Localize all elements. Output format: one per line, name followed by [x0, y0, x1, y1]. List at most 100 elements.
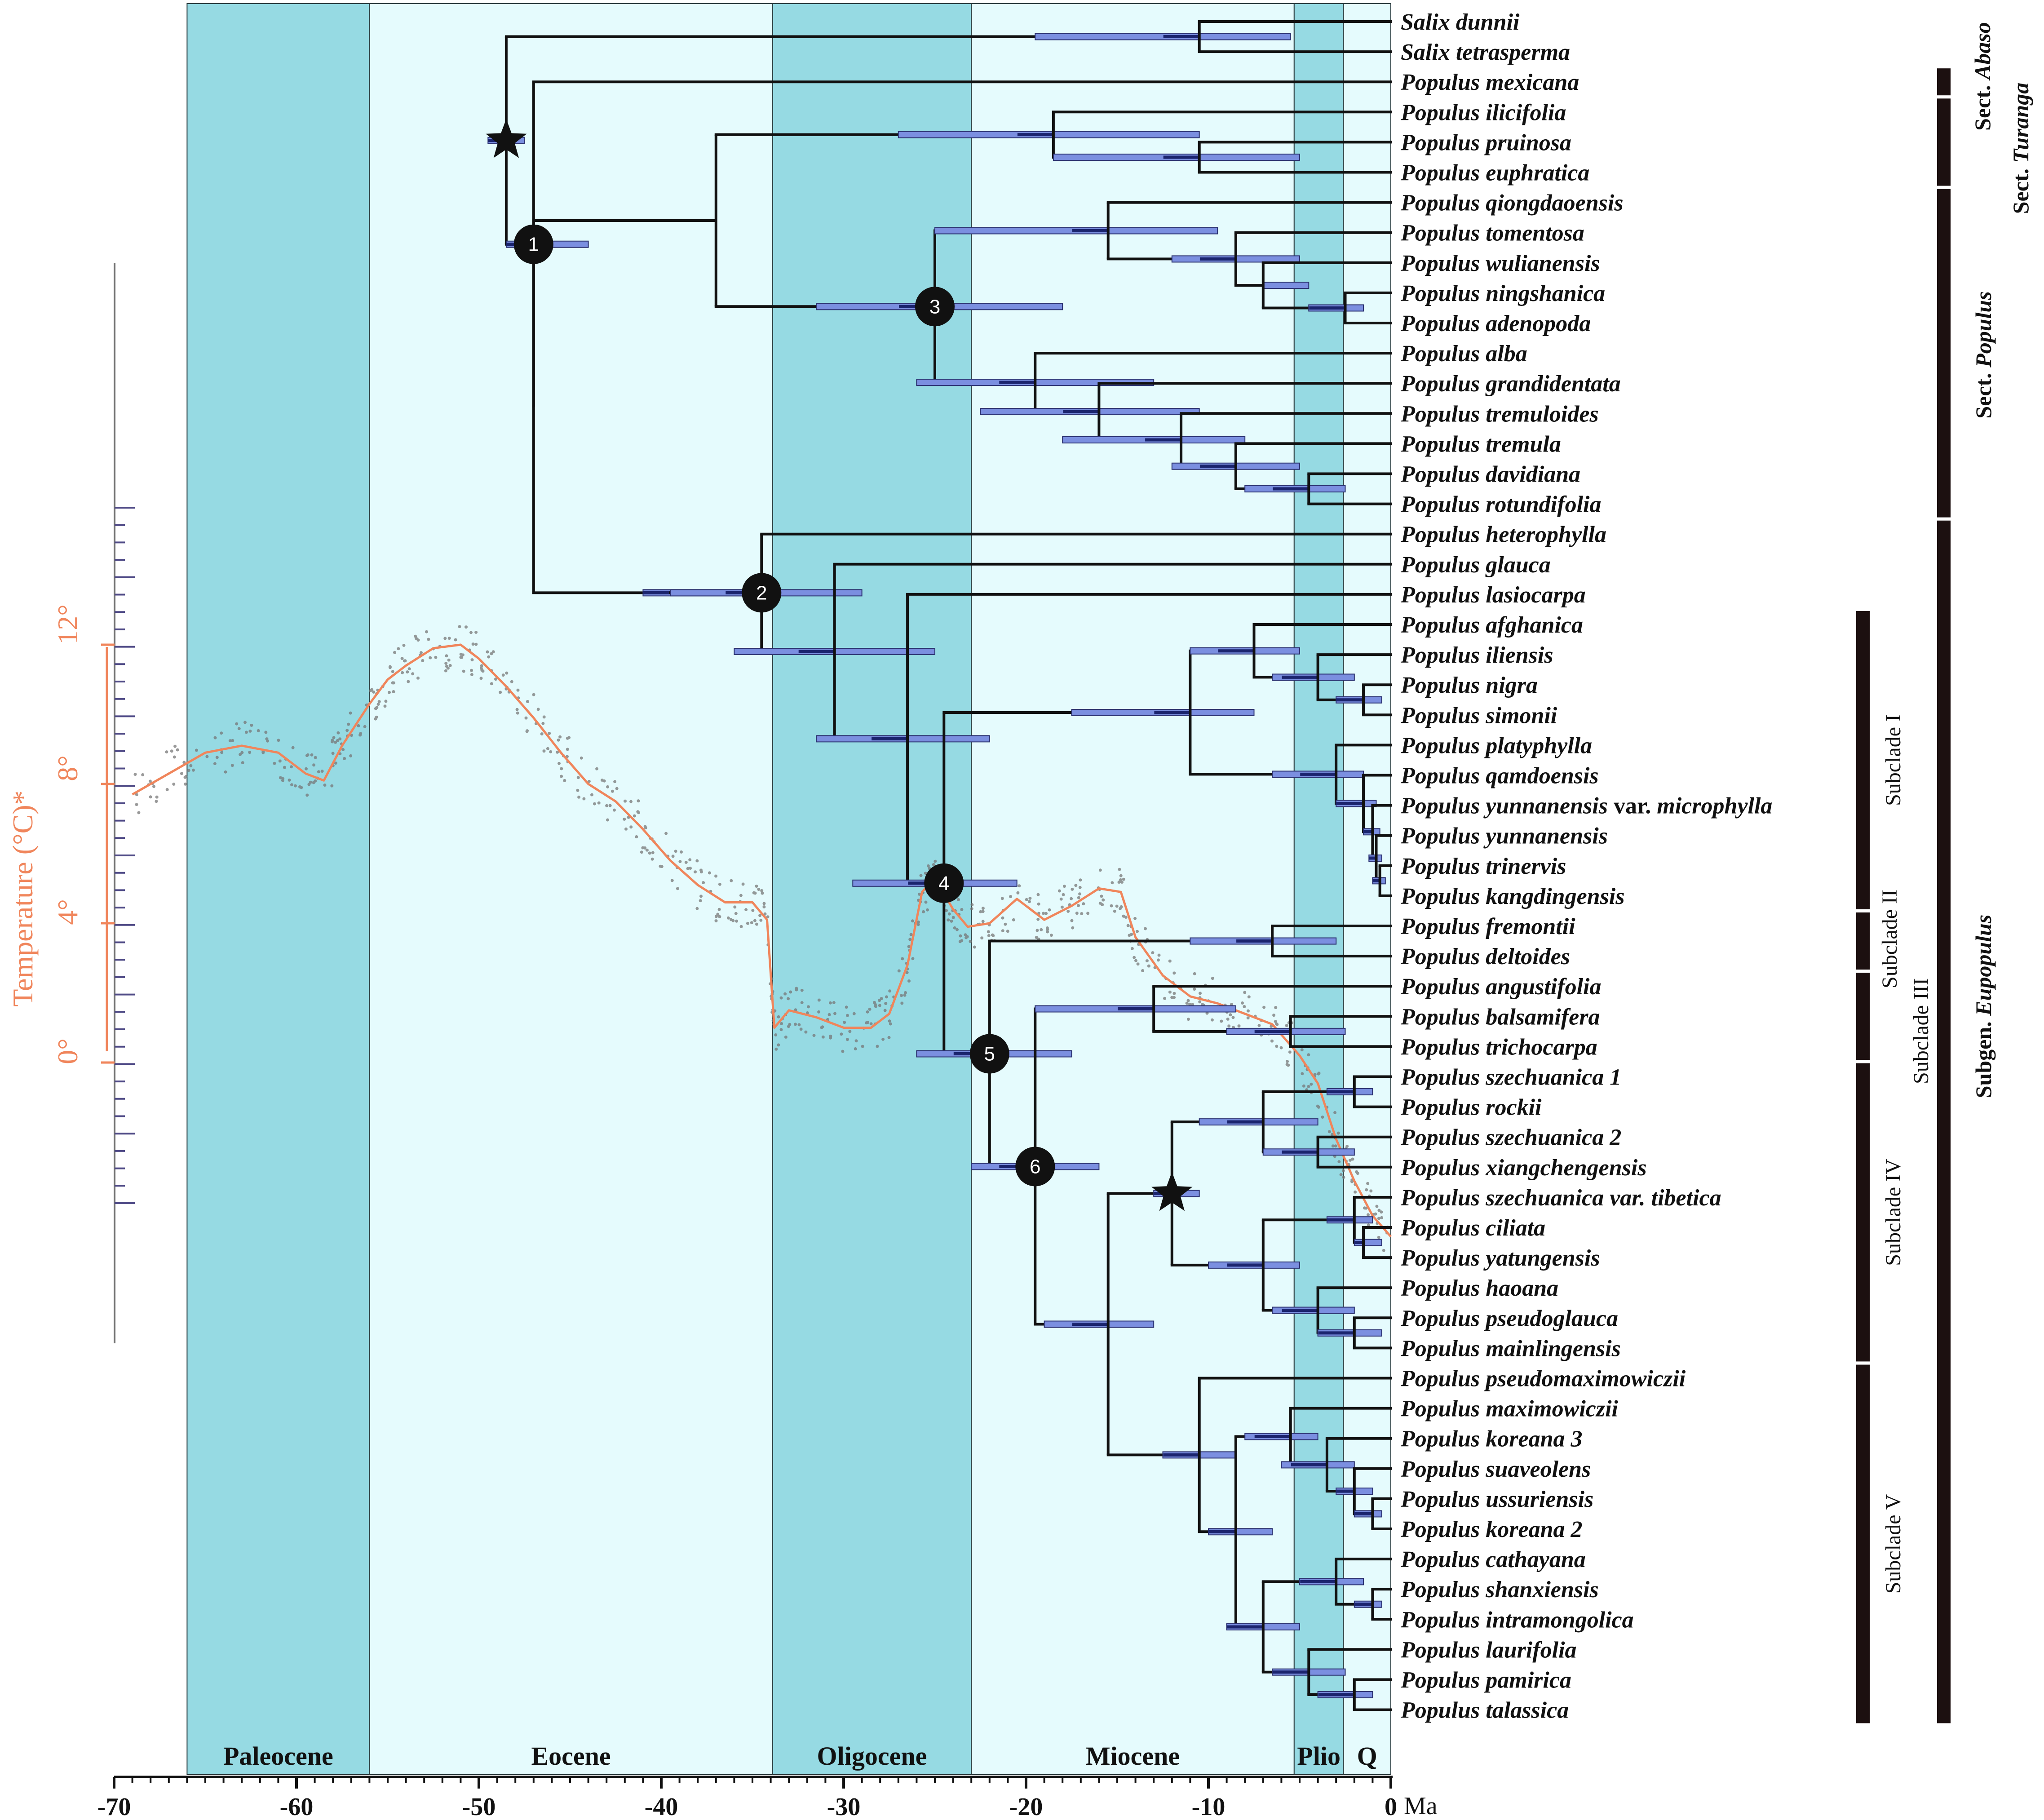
section-label-prefix: Sect. — [1971, 368, 1996, 419]
taxon-label: Populus davidiana — [1400, 462, 1580, 487]
taxon-label: Populus tomentosa — [1400, 221, 1584, 246]
node-number-label: 6 — [1030, 1156, 1040, 1178]
taxon-name: Populus davidiana — [1400, 462, 1580, 487]
taxon-name: Populus yunnanensis — [1400, 824, 1608, 849]
taxon-label: Populus cathayana — [1400, 1547, 1586, 1572]
taxon-label: Populus rotundifolia — [1400, 492, 1601, 518]
taxon-name: Populus shanxiensis — [1400, 1577, 1599, 1603]
taxon-name: Populus qamdoensis — [1400, 763, 1599, 789]
subclade-bar — [1856, 611, 1870, 909]
taxon-name: Populus pseudomaximowiczii — [1400, 1366, 1686, 1392]
time-axis-tick-label: -10 — [1192, 1793, 1226, 1820]
taxon-name: Populus suaveolens — [1400, 1457, 1591, 1482]
time-axis-tick-label: -20 — [1009, 1793, 1043, 1820]
node-number-label: 3 — [929, 296, 940, 318]
subclade-bar — [1856, 912, 1870, 970]
taxon-name: Populus koreana 2 — [1400, 1517, 1583, 1542]
taxon-label: Populus koreana 2 — [1400, 1517, 1583, 1542]
epoch-band-eocene — [369, 3, 773, 1775]
taxon-name: Populus xiangchengensis — [1400, 1155, 1647, 1181]
taxon-name: Populus rotundifolia — [1400, 492, 1601, 518]
temperature-axis-title: Temperature (°C)* — [7, 790, 39, 1006]
taxon-label: Populus pamirica — [1400, 1668, 1571, 1693]
section-bar — [1937, 68, 1951, 96]
time-axis-tick-label: -50 — [462, 1793, 496, 1820]
taxon-name: Populus fremontii — [1400, 914, 1575, 939]
taxon-name: Populus yunnanensis — [1400, 793, 1608, 819]
taxon-name: Populus wulianensis — [1400, 251, 1600, 276]
section-label-prefix: Sect. — [2008, 163, 2033, 214]
time-axis-tick-label: -30 — [827, 1793, 861, 1820]
taxon-label: Populus szechuanica var. tibetica — [1400, 1185, 1721, 1211]
taxon-label: Populus qiongdaoensis — [1400, 190, 1624, 216]
subclade-label: Subclade IV — [1881, 1159, 1905, 1266]
epoch-label: Miocene — [1086, 1741, 1180, 1771]
subclade-label: Subclade V — [1881, 1494, 1905, 1594]
taxon-label: Populus pruinosa — [1400, 130, 1571, 155]
taxon-name: Populus koreana 3 — [1400, 1426, 1583, 1452]
taxon-name: Populus nigra — [1400, 673, 1538, 698]
taxon-name: Populus mexicana — [1400, 70, 1579, 95]
taxon-label: Populus adenopoda — [1400, 311, 1591, 337]
temperature-tick-label: 4° — [52, 899, 84, 925]
taxon-label: Populus mainlingensis — [1400, 1336, 1621, 1361]
taxon-label: Salix tetrasperma — [1401, 40, 1570, 65]
taxon-label: Populus shanxiensis — [1400, 1577, 1599, 1603]
section-label-name: Abaso — [1970, 22, 1995, 81]
taxon-label: Populus pseudoglauca — [1400, 1306, 1618, 1331]
axis-unit-label: Ma — [1404, 1792, 1438, 1820]
section-label-prefix: Subgen. — [1971, 1016, 1996, 1098]
node-number-badge — [924, 863, 964, 903]
taxon-label: Populus tremula — [1400, 431, 1561, 457]
taxon-name: Populus ilicifolia — [1400, 100, 1566, 125]
taxon-name: Populus qiongdaoensis — [1400, 190, 1624, 216]
temperature-axis: Temperature (°C)* 0° 4° 8° 12° — [7, 263, 135, 1343]
taxon-name: Populus angustifolia — [1400, 974, 1601, 1000]
taxon-label: Populus tremuloides — [1400, 401, 1599, 427]
taxon-label: Populus iliensis — [1400, 642, 1553, 668]
subclade-label: Subclade I — [1881, 714, 1905, 806]
taxon-name: Populus laurifolia — [1400, 1637, 1577, 1663]
temperature-tick-label: 0° — [52, 1038, 84, 1064]
taxon-label: Populus ussuriensis — [1400, 1487, 1593, 1512]
taxon-label: Populus xiangchengensis — [1400, 1155, 1647, 1181]
section-label: Subgen. Eupopulus — [1971, 915, 1996, 1098]
taxon-label: Populus grandidentata — [1400, 371, 1621, 397]
taxon-name: Populus kangdingensis — [1400, 884, 1625, 909]
taxon-name: Populus tremuloides — [1400, 401, 1599, 427]
temperature-tick-label: 12° — [52, 604, 84, 645]
taxon-label: Populus trinervis — [1400, 854, 1566, 879]
taxon-name: Populus afghanica — [1400, 612, 1583, 638]
epoch-band-miocene — [971, 3, 1295, 1775]
taxon-name: Populus glauca — [1400, 552, 1551, 578]
taxon-label: Populus intramongolica — [1400, 1607, 1634, 1633]
section-bar — [1937, 98, 1951, 186]
taxon-label: Populus ningshanica — [1400, 281, 1605, 306]
taxon-name: Populus ussuriensis — [1400, 1487, 1593, 1512]
taxon-name: Populus iliensis — [1400, 642, 1553, 668]
section-label-name: Eupopulus — [1971, 915, 1996, 1016]
subclade-bar — [1856, 1063, 1870, 1362]
taxon-label: Populus haoana — [1400, 1275, 1558, 1301]
taxon-label: Populus lasiocarpa — [1400, 582, 1586, 608]
section-label: Sect. Populus — [1971, 291, 1996, 418]
epoch-label: Eocene — [531, 1741, 611, 1771]
taxon-name: Populus yatungensis — [1400, 1245, 1600, 1271]
section-label-name: Turanga — [2008, 83, 2033, 163]
time-axis-tick-label: -70 — [97, 1793, 131, 1820]
taxon-label: Populus qamdoensis — [1400, 763, 1599, 789]
taxon-name: Populus pamirica — [1400, 1668, 1571, 1693]
taxon-label: Populus wulianensis — [1400, 251, 1600, 276]
taxon-label: Populus ilicifolia — [1400, 100, 1566, 125]
taxon-name: Populus trichocarpa — [1400, 1034, 1597, 1060]
time-axis: Ma -70 -60 -50 -40 -30 -20 -10 0 — [97, 1776, 1438, 1820]
taxon-name: Populus haoana — [1400, 1275, 1558, 1301]
taxon-name: Populus alba — [1400, 341, 1527, 367]
taxon-name: Populus ciliata — [1400, 1215, 1545, 1241]
taxon-label: Populus fremontii — [1400, 914, 1575, 939]
time-axis-tick-label: -60 — [280, 1793, 314, 1820]
taxon-labels: Salix dunnii Salix tetrasperma Populus mex… — [1400, 9, 1772, 1723]
taxon-name: Populus heterophylla — [1400, 522, 1606, 548]
taxon-label: Populus suaveolens — [1400, 1457, 1591, 1482]
